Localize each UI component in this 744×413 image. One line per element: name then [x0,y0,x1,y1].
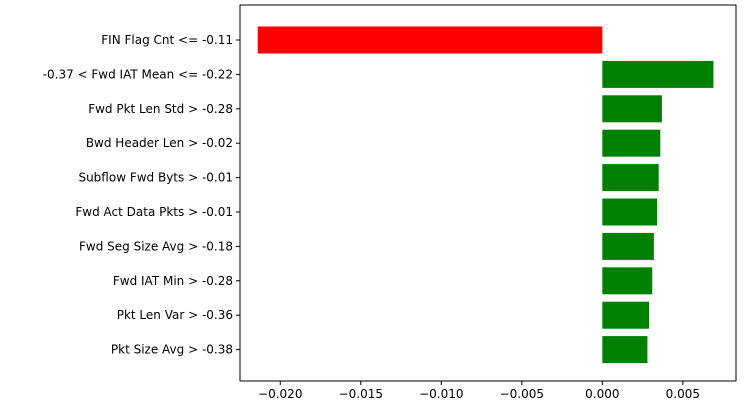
bars-layer [257,26,714,364]
x-tick-label: −0.015 [339,387,383,401]
bar [602,336,648,364]
x-tick-label: 0.000 [585,387,619,401]
y-tick-label: Fwd Pkt Len Std > -0.28 [88,102,233,116]
bar [602,60,714,88]
bar [257,26,603,54]
y-tick-label: Subflow Fwd Byts > -0.01 [78,171,233,185]
y-tick-label: -0.37 < Fwd IAT Mean <= -0.22 [43,67,233,81]
x-tick-label: −0.005 [500,387,544,401]
y-tick-label: Pkt Size Avg > -0.38 [111,343,233,357]
plot-frame [239,4,737,382]
bar [602,232,654,260]
y-tick-label: Fwd Act Data Pkts > -0.01 [75,205,233,219]
y-axis-ticks: FIN Flag Cnt <= -0.11 -0.37 < Fwd IAT Mea… [43,33,240,357]
bar [602,129,661,157]
x-tick-label: 0.005 [666,387,700,401]
y-tick-label: Fwd Seg Size Avg > -0.18 [79,239,233,253]
y-tick-label: Fwd IAT Min > -0.28 [113,274,233,288]
bar [602,301,650,329]
y-tick-label: Bwd Header Len > -0.02 [86,136,233,150]
bar [602,198,658,226]
y-tick-label: FIN Flag Cnt <= -0.11 [101,33,233,47]
bar [602,164,659,192]
y-tick-label: Pkt Len Var > -0.36 [117,308,233,322]
bar [602,95,662,123]
x-tick-label: −0.020 [258,387,302,401]
x-tick-label: −0.010 [419,387,463,401]
bar [602,267,653,295]
x-axis-ticks: −0.020 −0.015 −0.010 −0.005 0.000 0.005 [258,381,700,401]
